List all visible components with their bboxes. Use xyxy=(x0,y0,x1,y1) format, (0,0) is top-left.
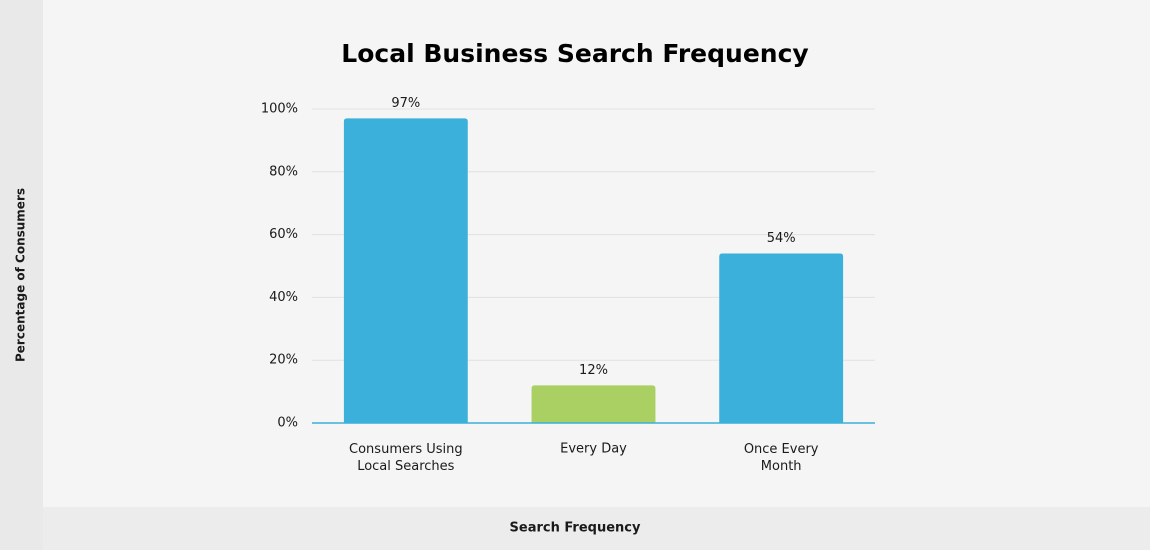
x-axis-label: Search Frequency xyxy=(510,521,641,536)
value-label: 97% xyxy=(391,96,420,111)
bar xyxy=(531,385,656,423)
y-tick-label: 0% xyxy=(277,416,298,431)
y-tick-label: 40% xyxy=(269,290,298,305)
value-label: 54% xyxy=(767,231,796,246)
x-tick-label: Every Day xyxy=(560,442,627,457)
x-tick-label: Consumers Using Local Searches xyxy=(349,442,463,474)
y-axis-label: Percentage of Consumers xyxy=(14,188,28,362)
plot: 0% 20% 40% 60% 80% 100% 97% Consumers Using Loca… xyxy=(261,96,875,474)
chart-title: Local Business Search Frequency xyxy=(341,39,808,68)
value-label: 12% xyxy=(579,363,608,378)
y-tick-label: 100% xyxy=(261,102,298,117)
x-label-strip xyxy=(43,507,1150,550)
y-tick-label: 60% xyxy=(269,227,298,242)
y-tick-label: 20% xyxy=(269,353,298,368)
y-tick-label: 80% xyxy=(269,164,298,179)
x-tick-label: Once Every Month xyxy=(744,442,819,474)
bar xyxy=(719,253,844,423)
bar xyxy=(343,118,468,424)
y-label-strip xyxy=(0,0,43,550)
